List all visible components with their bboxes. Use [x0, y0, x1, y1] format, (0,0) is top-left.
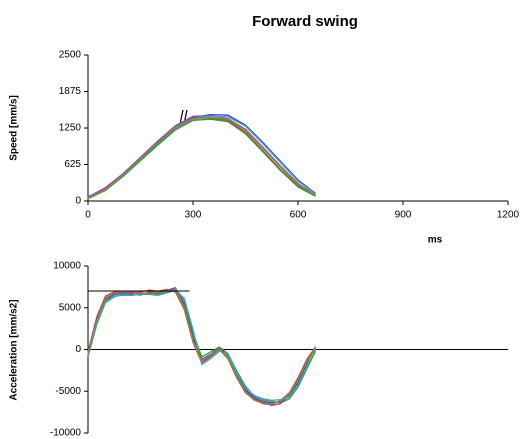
y-tick-label: 5000 — [59, 302, 82, 313]
data-line — [87, 288, 317, 402]
x-tick-label: 900 — [395, 210, 412, 221]
data-line — [87, 289, 317, 404]
data-line — [87, 288, 317, 406]
y-tick-label: -10000 — [50, 428, 82, 439]
y-tick-label: 625 — [64, 159, 81, 170]
y-tick-label: 2500 — [59, 50, 82, 61]
x-tick-label: 0 — [85, 210, 91, 221]
x-tick-label: 1200 — [497, 210, 520, 221]
y-tick-label: 1250 — [59, 123, 82, 134]
x-axis-label: ms — [428, 235, 443, 246]
y-tick-label: -5000 — [55, 386, 81, 397]
data-line — [87, 115, 316, 199]
y-tick-label: 0 — [75, 344, 81, 355]
y-tick-label: 0 — [75, 196, 81, 207]
data-line — [87, 286, 317, 407]
data-line — [87, 113, 316, 199]
x-tick-label: 300 — [185, 210, 202, 221]
y-axis-label: Speed [mm/s] — [9, 95, 20, 161]
data-line — [87, 289, 317, 405]
data-line — [87, 115, 316, 198]
y-tick-label: 1875 — [59, 86, 82, 97]
data-line — [87, 118, 316, 200]
x-tick-label: 600 — [290, 210, 307, 221]
data-line — [87, 116, 316, 199]
data-line — [87, 117, 316, 199]
y-tick-label: 10000 — [53, 261, 81, 272]
data-line — [87, 287, 317, 404]
figure-title: Forward swing — [252, 13, 358, 30]
y-axis-label: Acceleration [mm/s2] — [9, 299, 20, 400]
